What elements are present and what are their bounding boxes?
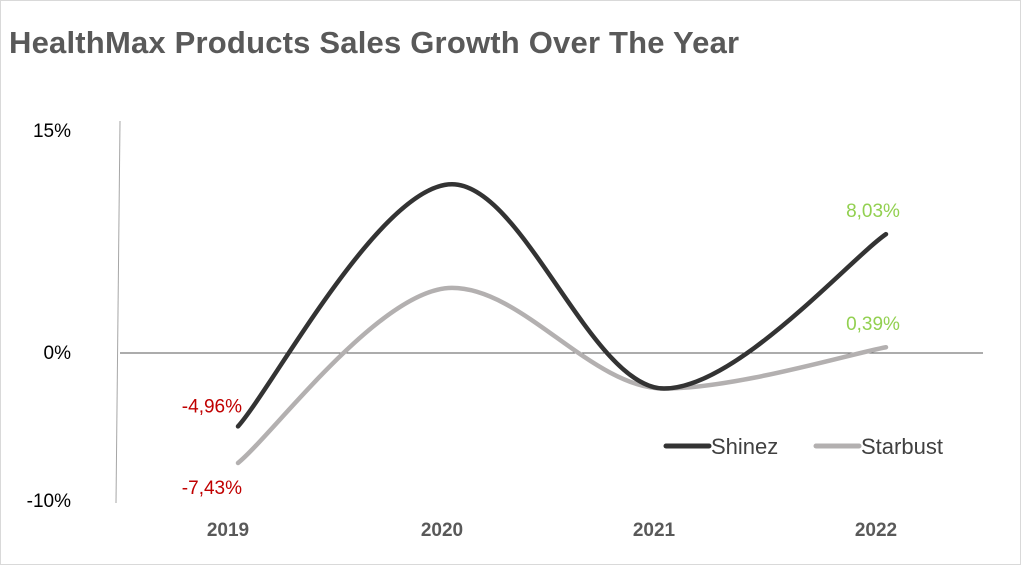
- axes: 15% 0% -10% 2019 2020 2021 2022: [27, 120, 983, 541]
- data-label: 8,03%: [846, 201, 900, 222]
- x-tick-label: 2020: [421, 520, 463, 541]
- x-tick-label: 2021: [633, 520, 676, 541]
- legend-label: Starbust: [861, 434, 943, 459]
- y-axis-line: [115, 120, 121, 504]
- x-tick-label: 2019: [207, 520, 249, 541]
- data-label: -4,96%: [182, 396, 242, 417]
- series-line-starbust: [235, 285, 889, 466]
- y-tick-label: 15%: [33, 121, 71, 142]
- series-lines: [235, 182, 889, 466]
- data-label: -7,43%: [182, 478, 242, 499]
- series-line-shinez: [235, 182, 889, 429]
- legend-label: Shinez: [711, 434, 778, 459]
- chart-title: HealthMax Products Sales Growth Over The…: [9, 25, 740, 60]
- legend: Shinez Starbust: [663, 434, 943, 459]
- data-labels: -4,96% 8,03% -7,43% 0,39%: [182, 201, 900, 499]
- x-tick-label: 2022: [855, 520, 897, 541]
- data-label: 0,39%: [846, 314, 900, 335]
- y-tick-label: 0%: [44, 343, 72, 364]
- y-tick-label: -10%: [27, 491, 71, 512]
